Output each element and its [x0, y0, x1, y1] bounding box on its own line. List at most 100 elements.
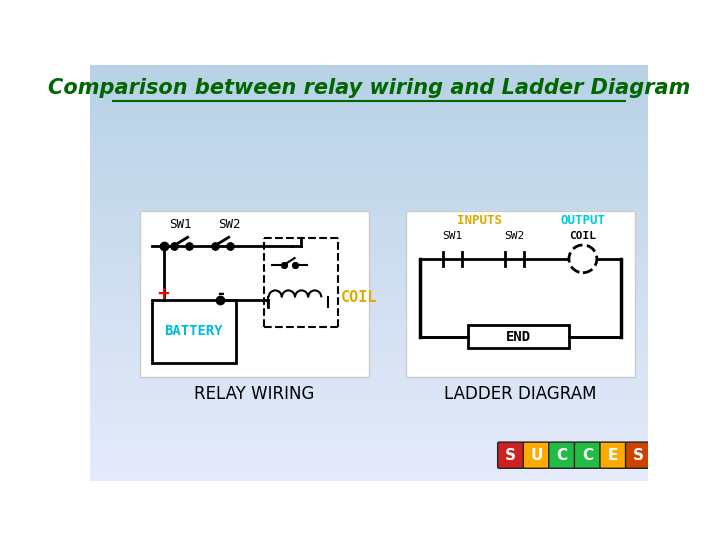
FancyBboxPatch shape [600, 442, 626, 468]
Bar [90, 212, 648, 216]
Bar [90, 401, 648, 405]
Bar [90, 287, 648, 292]
Bar [90, 136, 648, 140]
Bar [90, 268, 648, 273]
Text: COIL: COIL [570, 231, 596, 241]
Bar [90, 193, 648, 197]
Bar [90, 249, 648, 254]
Bar [90, 386, 648, 390]
Bar [90, 163, 648, 167]
Bar [90, 352, 648, 356]
Bar [90, 208, 648, 212]
Bar [90, 446, 648, 450]
Bar [90, 450, 648, 454]
Bar [90, 454, 648, 458]
Bar [90, 476, 648, 481]
Circle shape [569, 245, 597, 273]
Bar [90, 469, 648, 473]
Bar [90, 147, 648, 152]
Bar [90, 404, 648, 409]
Bar [90, 219, 648, 224]
FancyBboxPatch shape [140, 211, 369, 377]
Bar [90, 435, 648, 439]
Bar [90, 170, 648, 174]
Bar [90, 110, 648, 114]
Text: SW1: SW1 [443, 231, 463, 241]
Bar [90, 461, 648, 465]
Bar [90, 189, 648, 193]
Bar [90, 299, 648, 303]
Bar [90, 427, 648, 431]
FancyBboxPatch shape [549, 442, 575, 468]
Bar [90, 378, 648, 382]
Bar [90, 363, 648, 367]
FancyBboxPatch shape [152, 300, 235, 363]
Text: +: + [157, 285, 171, 303]
Bar [90, 72, 648, 76]
Bar [90, 420, 648, 424]
Text: OUTPUT: OUTPUT [560, 214, 606, 227]
Bar [90, 87, 648, 91]
FancyBboxPatch shape [626, 442, 652, 468]
Bar [90, 79, 648, 84]
Bar [90, 246, 648, 250]
Bar [90, 348, 648, 352]
Bar [90, 238, 648, 242]
Bar [90, 423, 648, 428]
Text: COIL: COIL [341, 290, 377, 305]
Bar [90, 91, 648, 95]
Text: SW2: SW2 [505, 231, 525, 241]
Text: -: - [217, 285, 224, 303]
Text: E: E [608, 448, 618, 463]
Bar [90, 151, 648, 156]
Bar [90, 140, 648, 144]
FancyBboxPatch shape [523, 442, 549, 468]
Bar [90, 284, 648, 288]
Bar [90, 382, 648, 386]
Bar [90, 261, 648, 265]
Bar [90, 465, 648, 469]
Bar [90, 314, 648, 318]
Bar [90, 472, 648, 477]
Bar [90, 215, 648, 220]
Bar [90, 306, 648, 310]
Bar [90, 438, 648, 443]
Bar [90, 276, 648, 280]
Bar [90, 106, 648, 110]
Bar [90, 265, 648, 269]
Bar [90, 144, 648, 148]
Bar [90, 291, 648, 295]
Bar [90, 178, 648, 182]
Bar [90, 132, 648, 137]
Bar [90, 302, 648, 307]
Bar [90, 76, 648, 80]
Bar [90, 68, 648, 72]
FancyBboxPatch shape [406, 211, 635, 377]
Text: Comparison between relay wiring and Ladder Diagram: Comparison between relay wiring and Ladd… [48, 78, 690, 98]
Bar [90, 310, 648, 314]
Bar [90, 185, 648, 190]
Text: BATTERY: BATTERY [165, 324, 223, 338]
Text: S: S [505, 448, 516, 463]
Bar [90, 280, 648, 284]
FancyBboxPatch shape [575, 442, 600, 468]
Bar [90, 83, 648, 87]
Bar [90, 166, 648, 171]
Bar [90, 125, 648, 129]
Text: SW2: SW2 [218, 219, 240, 232]
Bar [90, 336, 648, 341]
Text: S: S [659, 448, 670, 463]
Bar [90, 325, 648, 329]
Text: INPUTS: INPUTS [457, 214, 503, 227]
Bar [90, 374, 648, 379]
Bar [90, 121, 648, 125]
Bar [90, 98, 648, 103]
Bar [90, 355, 648, 360]
FancyBboxPatch shape [468, 325, 569, 348]
Text: C: C [557, 448, 567, 463]
Bar [90, 181, 648, 186]
Bar [90, 457, 648, 462]
Bar [90, 397, 648, 401]
Bar [90, 272, 648, 276]
Bar [90, 242, 648, 246]
